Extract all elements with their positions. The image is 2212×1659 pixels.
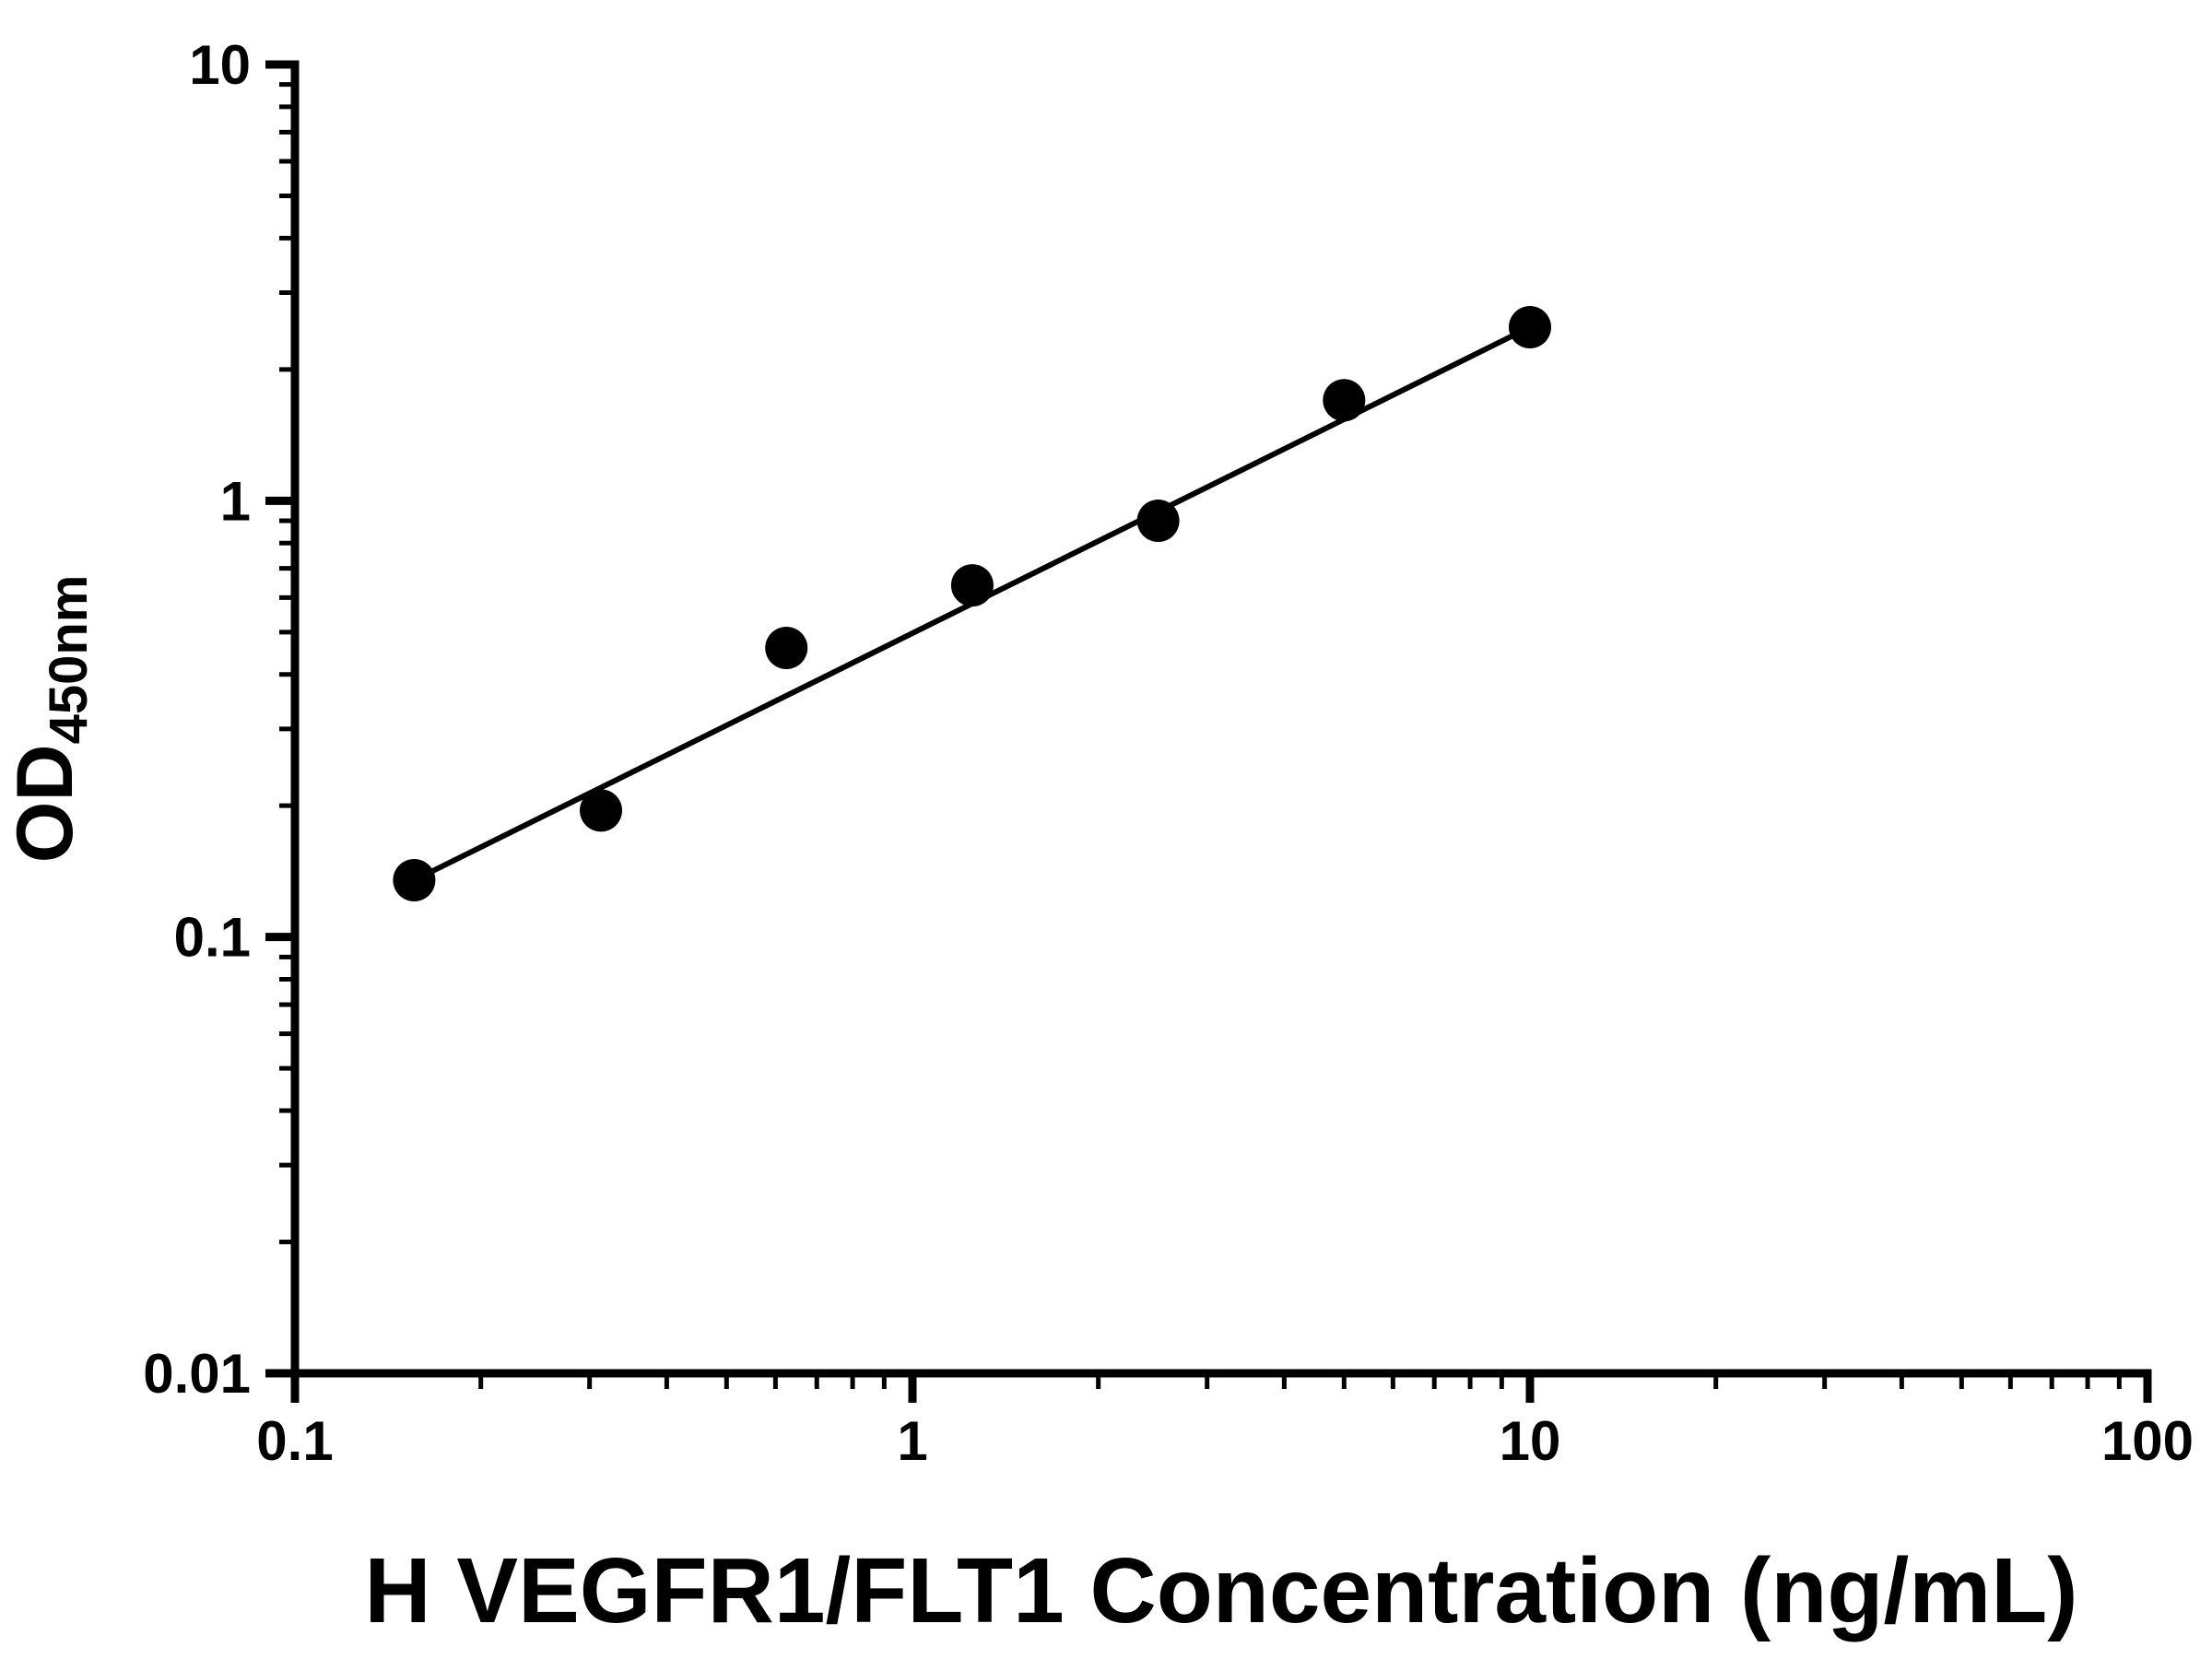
y-tick-label: 1: [220, 470, 251, 532]
x-tick-label: 0.1: [256, 1410, 333, 1472]
minor-ticks-group: [279, 82, 2122, 1389]
data-point: [1136, 499, 1180, 542]
y-tick-label: 0.01: [143, 1343, 251, 1405]
x-tick-label: 1: [897, 1410, 927, 1472]
major-ticks-group: [265, 60, 2152, 1403]
series-group: [393, 305, 1551, 901]
x-axis-title: H VEGFR1/FLT1 Concentration (ng/mL): [364, 1539, 2077, 1642]
x-tick-label: 100: [2101, 1410, 2194, 1472]
data-point: [393, 858, 436, 901]
y-axis-title: OD450nm: [1, 575, 99, 864]
data-point: [1323, 379, 1366, 422]
data-point: [950, 564, 994, 607]
y-axis-title-main: OD: [1, 744, 89, 863]
y-axis-title-subscript: 450nm: [39, 575, 99, 745]
data-point: [765, 626, 808, 669]
axes-group: [290, 60, 2152, 1378]
x-tick-label: 10: [1500, 1410, 1561, 1472]
y-tick-label: 10: [189, 34, 251, 96]
y-tick-label: 0.1: [174, 907, 251, 969]
data-point: [580, 789, 623, 832]
data-point: [1509, 305, 1551, 348]
